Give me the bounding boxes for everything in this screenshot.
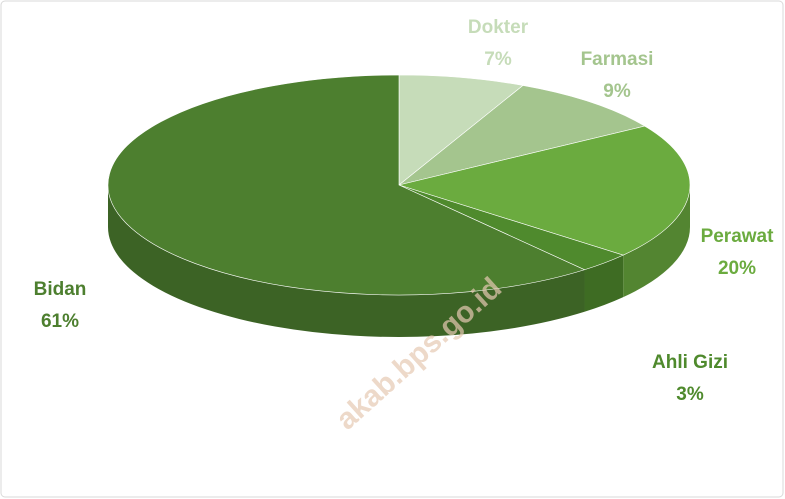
pie bbox=[107, 74, 691, 337]
slice-value-label: 9% bbox=[603, 81, 631, 102]
slice-value-label: 61% bbox=[41, 311, 79, 332]
slice-label: Dokter bbox=[468, 17, 529, 38]
slice-label: Ahli Gizi bbox=[652, 352, 728, 373]
pie-side bbox=[108, 185, 585, 337]
slice-label: Bidan bbox=[34, 279, 87, 300]
labels: Dokter 7% Farmasi 9% Perawat 20% Ahli Gizi 3% Bi… bbox=[34, 17, 774, 405]
slice-value-label: 3% bbox=[676, 384, 704, 405]
slice-label: Farmasi bbox=[581, 49, 654, 70]
pie-slice bbox=[397, 125, 691, 256]
pie-side bbox=[623, 185, 690, 298]
slice-value-label: 7% bbox=[484, 49, 512, 70]
slice-value-label: 20% bbox=[718, 258, 756, 279]
slice-label: Perawat bbox=[701, 226, 775, 247]
pie-slice bbox=[107, 74, 586, 296]
pie-slice bbox=[398, 74, 524, 186]
pie-side bbox=[584, 255, 624, 312]
pie-slice bbox=[398, 85, 646, 186]
